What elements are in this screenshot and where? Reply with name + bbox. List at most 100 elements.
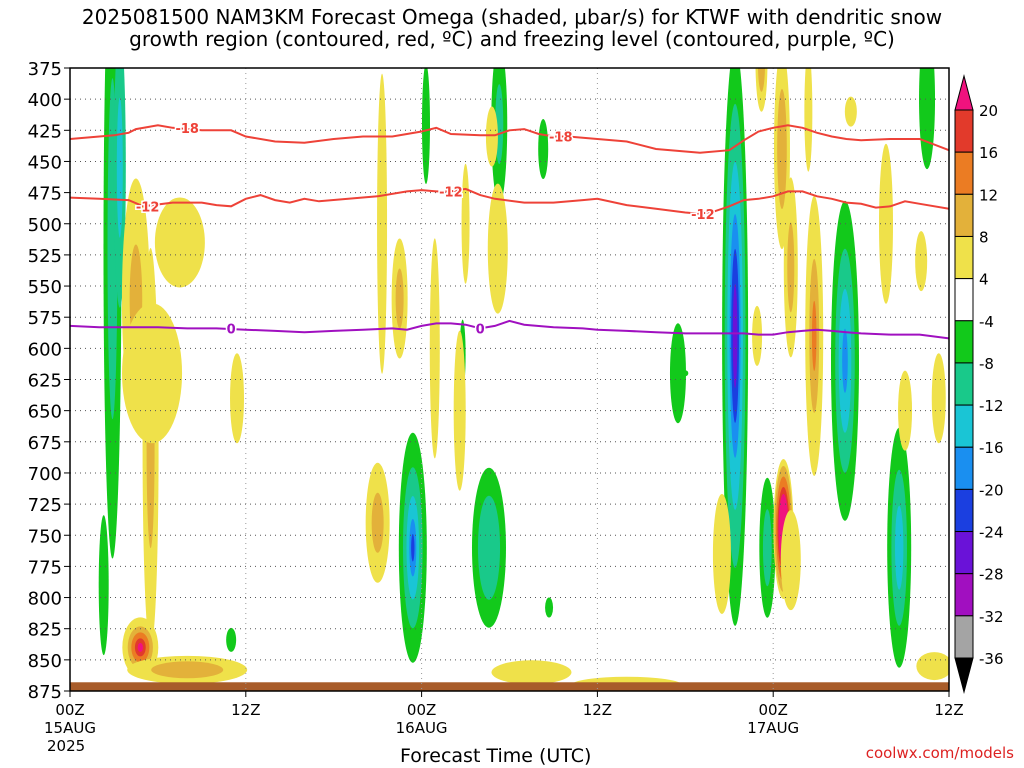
omega-shade xyxy=(116,97,123,238)
omega-shade xyxy=(842,328,848,393)
y-tick-label: 750 xyxy=(28,526,62,547)
y-tick-label: 550 xyxy=(28,277,62,298)
omega-shade xyxy=(811,300,817,371)
x-tick-label: 12Z xyxy=(583,701,612,719)
contour-label: -12 xyxy=(439,185,463,200)
chart-title-line1: 2025081500 NAM3KM Forecast Omega (shaded… xyxy=(81,5,943,29)
omega-shade xyxy=(669,323,686,424)
contour-label: -18 xyxy=(549,131,573,146)
omega-shade xyxy=(712,493,731,614)
x-axis-label: Forecast Time (UTC) xyxy=(400,745,592,767)
omega-shade xyxy=(151,661,224,679)
omega-shade xyxy=(931,353,946,444)
omega-shade xyxy=(894,505,904,590)
contour-label: 0 xyxy=(227,322,236,337)
colorbar-swatch xyxy=(954,446,974,490)
colorbar-swatch xyxy=(954,362,974,406)
y-tick-label: 400 xyxy=(28,90,62,111)
y-tick-label: 825 xyxy=(28,620,62,641)
colorbar-swatch xyxy=(954,109,974,153)
x-tick-year: 2025 xyxy=(47,737,85,755)
x-tick-label: 12Z xyxy=(934,701,963,719)
colorbar-arrow-bottom xyxy=(954,657,974,694)
omega-shade xyxy=(226,627,237,652)
omega-shade xyxy=(98,515,109,656)
colorbar-label: -36 xyxy=(979,650,1004,668)
colorbar-label: 12 xyxy=(979,186,998,204)
y-tick-label: 700 xyxy=(28,464,62,485)
y-tick-label: 650 xyxy=(28,402,62,423)
y-tick-label: 800 xyxy=(28,589,62,610)
omega-shade xyxy=(230,353,245,444)
omega-shade xyxy=(762,509,772,587)
y-axis: 375 400 425 450 475 500 525 550 575 600 625 650 675 7… xyxy=(28,59,70,703)
omega-shade xyxy=(122,303,183,444)
y-tick-label: 675 xyxy=(28,433,62,454)
y-tick-label: 775 xyxy=(28,557,62,578)
x-tick-label: 00Z xyxy=(55,701,84,719)
omega-shade xyxy=(732,283,738,389)
y-tick-label: 525 xyxy=(28,246,62,267)
omega-shading xyxy=(70,68,949,691)
colorbar: 20 16 12 8 4 -4 -8 -12 -16 -20 -24 -28 -32 -36 xyxy=(954,74,1004,694)
x-tick-label: 12Z xyxy=(231,701,260,719)
omega-shade xyxy=(429,238,440,459)
y-tick-label: 850 xyxy=(28,651,62,672)
contour-label: -12 xyxy=(691,208,715,223)
x-tick-date: 15AUG xyxy=(44,719,96,737)
x-tick-date: 16AUG xyxy=(396,719,448,737)
colorbar-swatch xyxy=(954,193,974,237)
x-tick-label: 00Z xyxy=(759,701,788,719)
omega-shade xyxy=(919,68,936,170)
colorbar-swatch xyxy=(954,573,974,617)
y-tick-label: 725 xyxy=(28,495,62,516)
terrain-band xyxy=(70,682,949,691)
omega-shade xyxy=(371,492,384,553)
colorbar-swatch xyxy=(954,320,974,364)
temperature-contours: -18 -18 -12 -12 -12 0 0 xyxy=(70,120,949,340)
y-tick-label: 475 xyxy=(28,184,62,205)
colorbar-swatch xyxy=(954,404,974,448)
contour-label: -12 xyxy=(136,200,160,215)
omega-shade xyxy=(411,533,415,562)
omega-shade xyxy=(421,68,430,185)
colorbar-label: 20 xyxy=(979,102,998,120)
omega-shade xyxy=(757,68,766,92)
y-tick-label: 625 xyxy=(28,371,62,392)
omega-shade xyxy=(879,143,894,304)
omega-shade xyxy=(915,231,928,292)
omega-shade xyxy=(752,305,763,366)
omega-shade xyxy=(755,68,768,112)
y-tick-label: 375 xyxy=(28,59,62,80)
omega-shade xyxy=(844,96,857,127)
colorbar-arrow-top xyxy=(954,74,974,111)
omega-shade xyxy=(395,268,404,329)
omega-shade xyxy=(487,183,508,314)
colorbar-label: -12 xyxy=(979,397,1004,415)
contour-line xyxy=(70,319,949,340)
y-tick-label: 500 xyxy=(28,215,62,236)
colorbar-swatch xyxy=(954,531,974,575)
y-tick-label: 575 xyxy=(28,308,62,329)
colorbar-label: -4 xyxy=(979,313,994,331)
omega-shade xyxy=(477,495,501,600)
colorbar-swatch xyxy=(954,235,974,280)
contour-label: -18 xyxy=(175,122,199,137)
chart-title: 2025081500 NAM3KM Forecast Omega (shaded… xyxy=(0,6,1024,50)
y-tick-label: 450 xyxy=(28,152,62,173)
y-tick-label: 875 xyxy=(28,682,62,703)
colorbar-swatch xyxy=(954,278,974,322)
omega-shade xyxy=(154,197,205,288)
omega-shade xyxy=(787,222,795,313)
omega-shade xyxy=(545,597,554,618)
colorbar-label: -20 xyxy=(979,481,1004,499)
x-tick-label: 00Z xyxy=(407,701,436,719)
colorbar-label: 4 xyxy=(979,271,989,289)
colorbar-label: 8 xyxy=(979,228,989,246)
contour-line xyxy=(70,187,949,215)
omega-shade xyxy=(538,118,549,179)
y-tick-label: 425 xyxy=(28,121,62,142)
x-tick-date: 17AUG xyxy=(747,719,799,737)
omega-shade xyxy=(804,68,813,172)
